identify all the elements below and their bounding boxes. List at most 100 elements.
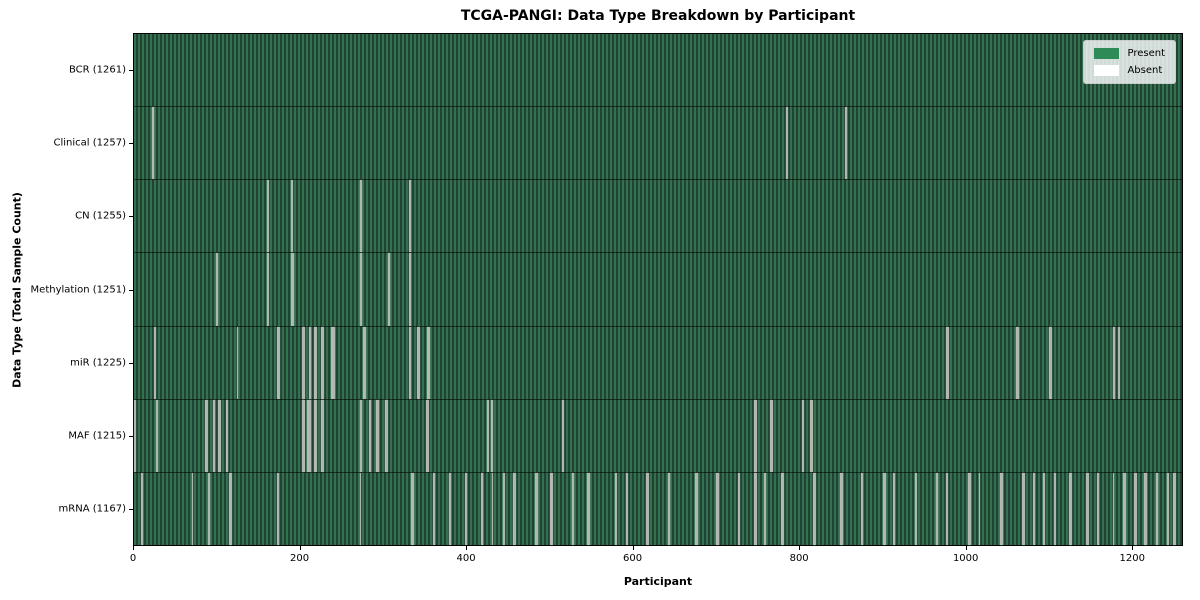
absent-stripe xyxy=(491,472,494,545)
absent-stripe xyxy=(844,107,847,180)
absent-stripe xyxy=(226,399,229,472)
y-tick-labels: BCR (1261) Clinical (1257) CN (1255) Methyl… xyxy=(0,33,126,546)
absent-stripe xyxy=(156,399,158,472)
absent-stripe xyxy=(219,399,221,472)
y-tick-label-CN: CN (1255) xyxy=(75,210,126,222)
absent-stripe xyxy=(292,253,294,326)
x-tick-label-400: 400 xyxy=(456,553,476,564)
absent-stripe xyxy=(1043,472,1046,545)
absent-stripe xyxy=(535,472,538,545)
absent-stripe xyxy=(861,472,864,545)
absent-stripe xyxy=(428,326,431,399)
absent-stripe xyxy=(588,472,590,545)
absent-stripe xyxy=(236,326,239,399)
y-tick-mark xyxy=(129,289,133,291)
absent-stripe xyxy=(915,472,918,545)
y-tick-label-mRNA: mRNA (1167) xyxy=(58,503,126,515)
x-tick-mark xyxy=(632,546,634,550)
absent-stripe xyxy=(465,472,467,545)
x-tick-mark xyxy=(799,546,801,550)
absent-stripe xyxy=(481,472,484,545)
absent-stripe xyxy=(322,399,324,472)
x-tick-label-1000: 1000 xyxy=(952,553,979,564)
absent-stripe xyxy=(503,472,506,545)
absent-stripe xyxy=(360,253,363,326)
absent-stripe xyxy=(1070,472,1072,545)
absent-stripe xyxy=(277,472,280,545)
x-tick-mark xyxy=(133,546,134,550)
absent-stripe xyxy=(1118,326,1121,399)
absent-stripe xyxy=(417,326,420,399)
chart-title: TCGA-PANGI: Data Type Breakdown by Parti… xyxy=(460,8,856,24)
absent-stripe xyxy=(781,472,784,545)
absent-stripe xyxy=(893,472,895,545)
absent-stripe xyxy=(205,399,208,472)
absent-stripe xyxy=(810,399,813,472)
absent-stripe xyxy=(213,399,216,472)
absent-stripe xyxy=(884,472,886,545)
absent-stripe xyxy=(1032,472,1035,545)
y-tick-mark xyxy=(129,69,133,71)
absent-stripe xyxy=(377,399,379,472)
absent-swatch xyxy=(1094,65,1120,76)
absent-stripe xyxy=(562,399,565,472)
absent-stripe xyxy=(551,472,554,545)
absent-stripe xyxy=(946,472,949,545)
x-tick-mark xyxy=(466,546,468,550)
absent-stripe xyxy=(764,472,767,545)
x-tick-mark xyxy=(965,546,967,550)
absent-stripe xyxy=(1054,472,1057,545)
absent-stripe xyxy=(1017,326,1019,399)
absent-stripe xyxy=(359,472,362,545)
absent-stripe xyxy=(141,472,143,545)
y-tick-mark xyxy=(129,142,133,144)
absent-stripe xyxy=(1167,472,1170,545)
absent-stripe xyxy=(978,472,981,545)
absent-stripe xyxy=(1135,472,1137,545)
absent-stripe xyxy=(626,472,629,545)
absent-stripe xyxy=(315,399,318,472)
absent-stripe xyxy=(1096,472,1099,545)
absent-stripe xyxy=(1086,472,1089,545)
x-tick-label-0: 0 xyxy=(129,553,137,564)
heat-row-BCR xyxy=(134,34,1182,106)
absent-stripe xyxy=(572,472,575,545)
absent-stripe xyxy=(1022,472,1025,545)
absent-stripe xyxy=(487,399,490,472)
heat-row-miR xyxy=(134,325,1182,399)
x-axis-label: Participant xyxy=(623,575,693,588)
absent-stripe xyxy=(364,326,367,399)
absent-stripe xyxy=(968,472,971,545)
absent-stripe xyxy=(1113,326,1116,399)
x-tick-label-800: 800 xyxy=(789,553,809,564)
absent-stripe xyxy=(229,472,232,545)
y-tick-label-BCR: BCR (1261) xyxy=(68,64,126,76)
absent-stripe xyxy=(291,180,294,253)
absent-stripe xyxy=(308,399,311,472)
absent-stripe xyxy=(1174,472,1176,545)
absent-stripe xyxy=(191,472,194,545)
legend-label-absent: Absent xyxy=(1127,65,1163,76)
absent-stripe xyxy=(449,472,452,545)
absent-stripe xyxy=(154,326,157,399)
absent-stripe xyxy=(840,472,843,545)
y-tick-mark xyxy=(129,216,133,218)
absent-stripe xyxy=(1050,326,1052,399)
absent-stripe xyxy=(267,180,270,253)
x-tick-label-600: 600 xyxy=(623,553,643,564)
x-tick-label-1200: 1200 xyxy=(1119,553,1145,564)
absent-stripe xyxy=(303,399,305,472)
absent-stripe xyxy=(785,107,788,180)
absent-stripe xyxy=(409,326,412,399)
absent-stripe xyxy=(1112,472,1115,545)
absent-stripe xyxy=(433,472,436,545)
y-tick-label-Clinical: Clinical (1257) xyxy=(53,137,127,149)
absent-stripe xyxy=(738,472,741,545)
absent-stripe xyxy=(1124,472,1126,545)
absent-stripe xyxy=(333,326,335,399)
absent-stripe xyxy=(309,326,312,399)
absent-stripe xyxy=(134,399,137,472)
absent-stripe xyxy=(936,472,939,545)
absent-stripe xyxy=(426,399,429,472)
